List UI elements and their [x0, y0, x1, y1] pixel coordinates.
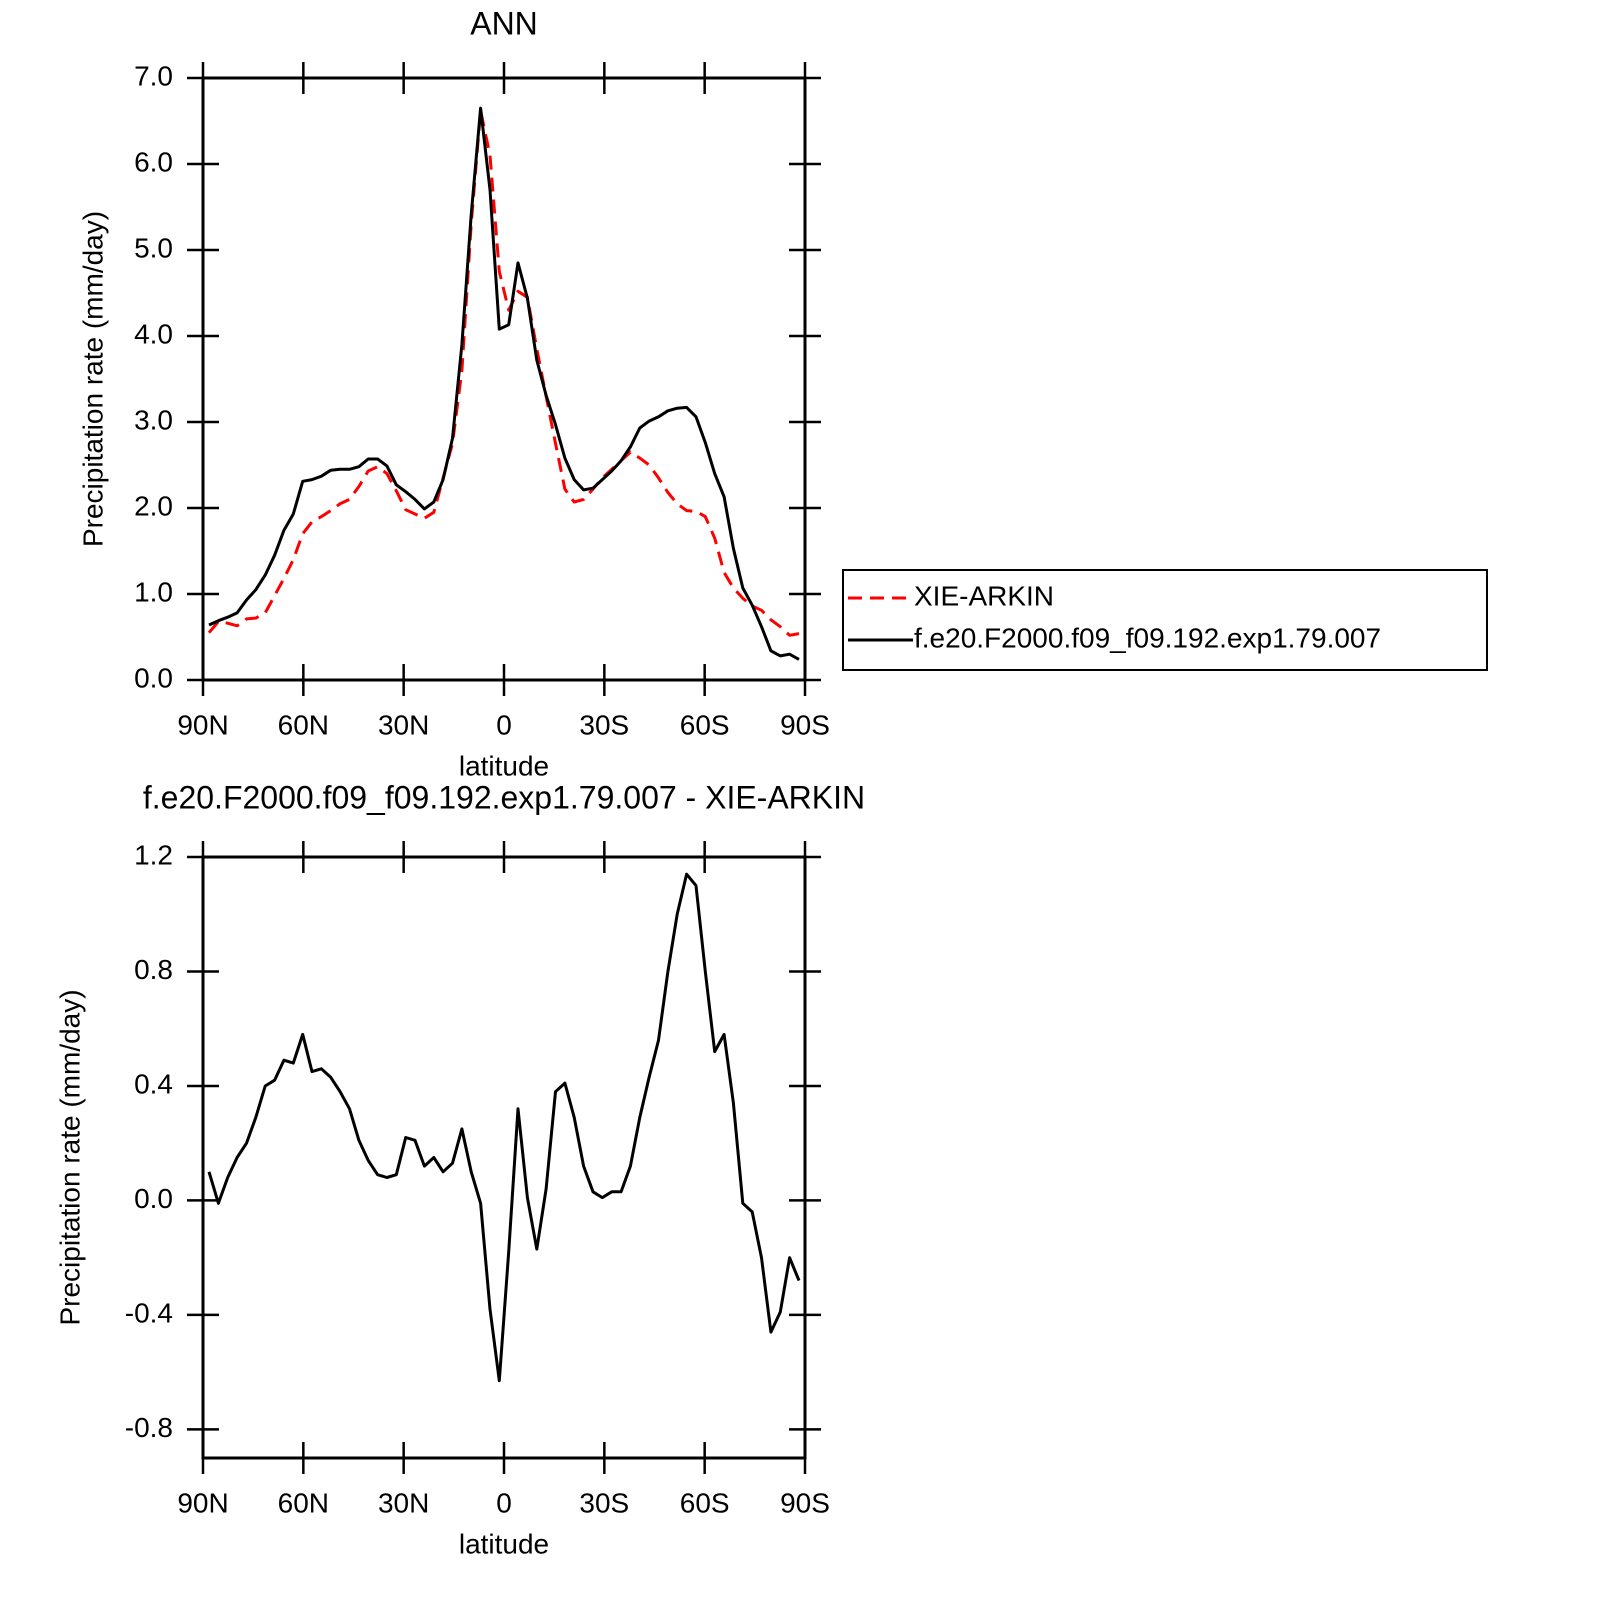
x-tick-label: 60S: [680, 709, 730, 740]
y-tick-label: 5.0: [134, 232, 173, 263]
y-tick-label: 7.0: [134, 60, 173, 91]
x-tick-label: 90S: [780, 1487, 830, 1518]
chart-title: f.e20.F2000.f09_f09.192.exp1.79.007 - XI…: [143, 779, 865, 815]
x-tick-label: 30N: [378, 1487, 429, 1518]
chart-title: ANN: [470, 5, 538, 41]
plot-frame: [201, 855, 807, 1460]
data-line: [207, 872, 801, 1383]
x-tick-label: 30S: [579, 1487, 629, 1518]
y-tick-label: 1.2: [134, 839, 173, 870]
y-tick-label: -0.4: [125, 1297, 173, 1328]
legend-label: f.e20.F2000.f09_f09.192.exp1.79.007: [914, 622, 1381, 653]
y-tick-label: 3.0: [134, 404, 173, 435]
x-tick-label: 90N: [177, 709, 228, 740]
x-tick-label: 90S: [780, 709, 830, 740]
x-tick-label: 90N: [177, 1487, 228, 1518]
series-line: [208, 106, 800, 661]
y-tick-label: 6.0: [134, 146, 173, 177]
legend-box: [842, 569, 1488, 671]
y-axis-label: Precipitation rate (mm/day): [54, 989, 85, 1325]
y-axis-label: Precipitation rate (mm/day): [77, 211, 108, 547]
x-tick-label: 60N: [278, 1487, 329, 1518]
y-tick-label: 2.0: [134, 490, 173, 521]
series-line: [207, 109, 800, 637]
x-tick-label: 30S: [579, 709, 629, 740]
x-axis-label: latitude: [459, 1528, 549, 1559]
x-axis-label: latitude: [459, 750, 549, 781]
y-tick-label: 0.4: [134, 1068, 173, 1099]
x-tick-label: 60S: [680, 1487, 730, 1518]
y-tick-label: 0.0: [134, 1183, 173, 1214]
y-tick-label: 0.8: [134, 954, 173, 985]
x-tick-label: 0: [496, 709, 512, 740]
plot-frame: [201, 76, 807, 682]
y-tick-label: -0.8: [125, 1412, 173, 1443]
y-tick-label: 4.0: [134, 318, 173, 349]
x-tick-label: 0: [496, 1487, 512, 1518]
y-tick-label: 0.0: [134, 662, 173, 693]
x-tick-label: 30N: [378, 709, 429, 740]
x-tick-label: 60N: [278, 709, 329, 740]
legend-label: XIE-ARKIN: [914, 580, 1054, 611]
y-tick-label: 1.0: [134, 576, 173, 607]
